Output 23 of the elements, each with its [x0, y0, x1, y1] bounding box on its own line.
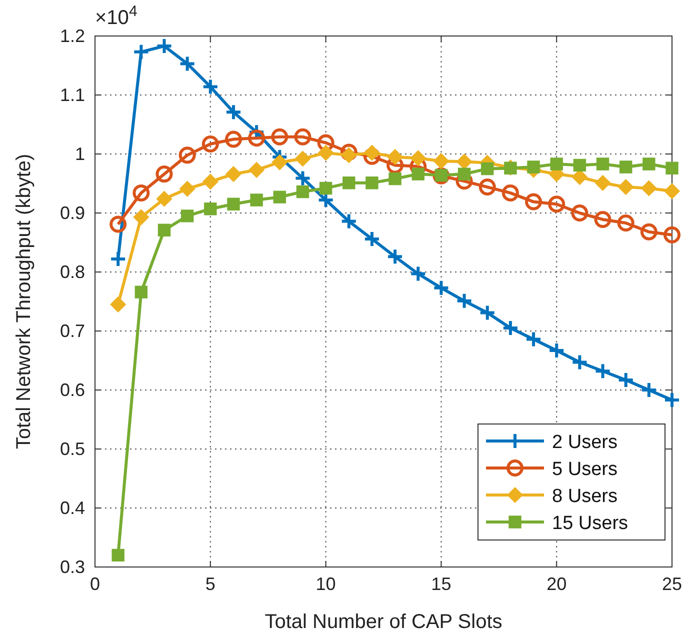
y-tick-label: 0.5 — [60, 438, 85, 459]
legend-label: 8 Users — [552, 486, 618, 507]
y-tick-label: 1 — [74, 144, 85, 164]
x-axis-title: Total Number of CAP Slots — [264, 611, 502, 633]
legend-label: 2 Users — [552, 432, 618, 453]
x-tick-label: 20 — [546, 574, 567, 594]
legend-label: 15 Users — [552, 513, 628, 534]
y-tick-label: 0.3 — [60, 556, 85, 577]
y-tick-label: 0.8 — [60, 262, 85, 282]
y-tick-label: 0.4 — [60, 498, 85, 518]
x-tick-label: 5 — [205, 574, 216, 594]
y-axis-title: Total Network Throughput (kbyte) — [13, 154, 35, 450]
y-tick-label: 1.1 — [60, 84, 85, 105]
x-tick-label: 10 — [316, 574, 336, 594]
x-tick-label: 15 — [431, 574, 452, 594]
y-tick-label: 0.6 — [60, 380, 85, 400]
x-tick-label: 0 — [90, 574, 100, 594]
x-tick-label: 25 — [662, 574, 682, 594]
y-tick-label: 1.2 — [60, 26, 85, 46]
legend-label: 5 Users — [552, 459, 618, 480]
text: ×10$^{4}$ — [95, 2, 138, 29]
y-tick-label: 0.7 — [60, 320, 85, 341]
y-tick-label: 0.9 — [60, 202, 85, 223]
